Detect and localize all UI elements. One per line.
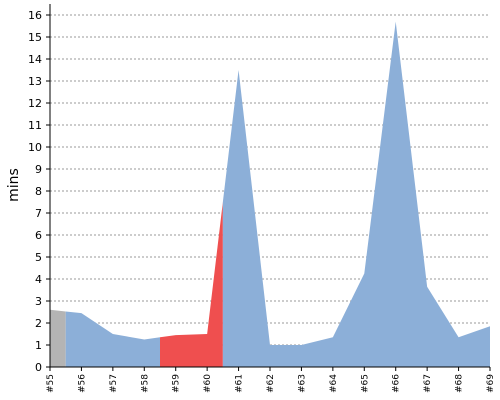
y-tick-label: 1 <box>35 339 42 352</box>
y-tick-label: 15 <box>28 31 42 44</box>
x-tick-label: #55 <box>46 374 56 393</box>
x-tick-label: #64 <box>329 374 339 393</box>
x-tick-label: #65 <box>360 374 370 393</box>
y-tick-label: 13 <box>28 75 42 88</box>
area-segment-success <box>65 311 160 367</box>
x-tick-label: #63 <box>297 374 307 393</box>
grid-lines <box>50 14 490 346</box>
x-tick-label: #57 <box>109 374 119 393</box>
y-tick-label: 16 <box>28 9 42 22</box>
x-tick-label: #61 <box>235 374 245 393</box>
y-tick-label: 7 <box>35 207 42 220</box>
area-segment-success <box>222 21 491 367</box>
y-tick-label: 14 <box>28 53 42 66</box>
y-tick-label: 11 <box>28 119 42 132</box>
x-axis-ticks: #55 #56 #57 #58 #59 #60 #61 #62 #63 #64 #65 #66 #67 #… <box>46 367 496 393</box>
duration-area <box>50 21 491 367</box>
y-tick-label: 2 <box>35 317 42 330</box>
x-tick-label: #67 <box>423 374 433 393</box>
x-tick-label: #62 <box>266 374 276 393</box>
y-tick-label: 9 <box>35 163 42 176</box>
x-tick-label: #60 <box>203 374 213 393</box>
y-tick-label: 0 <box>35 361 42 374</box>
y-tick-label: 10 <box>28 141 42 154</box>
x-tick-label: #69 <box>486 374 496 393</box>
area-segment-aborted <box>50 309 66 367</box>
y-axis-label: mins <box>6 168 22 202</box>
y-tick-label: 4 <box>35 273 42 286</box>
x-tick-label: #68 <box>455 374 465 393</box>
y-tick-label: 8 <box>35 185 42 198</box>
area-segment-failed <box>160 202 223 367</box>
x-tick-label: #59 <box>172 374 182 393</box>
y-tick-label: 6 <box>35 229 42 242</box>
y-tick-label: 12 <box>28 97 42 110</box>
x-tick-label: #66 <box>392 374 402 393</box>
y-tick-label: 5 <box>35 251 42 264</box>
x-tick-label: #58 <box>140 374 150 393</box>
x-tick-label: #56 <box>77 374 87 393</box>
y-tick-label: 3 <box>35 295 42 308</box>
